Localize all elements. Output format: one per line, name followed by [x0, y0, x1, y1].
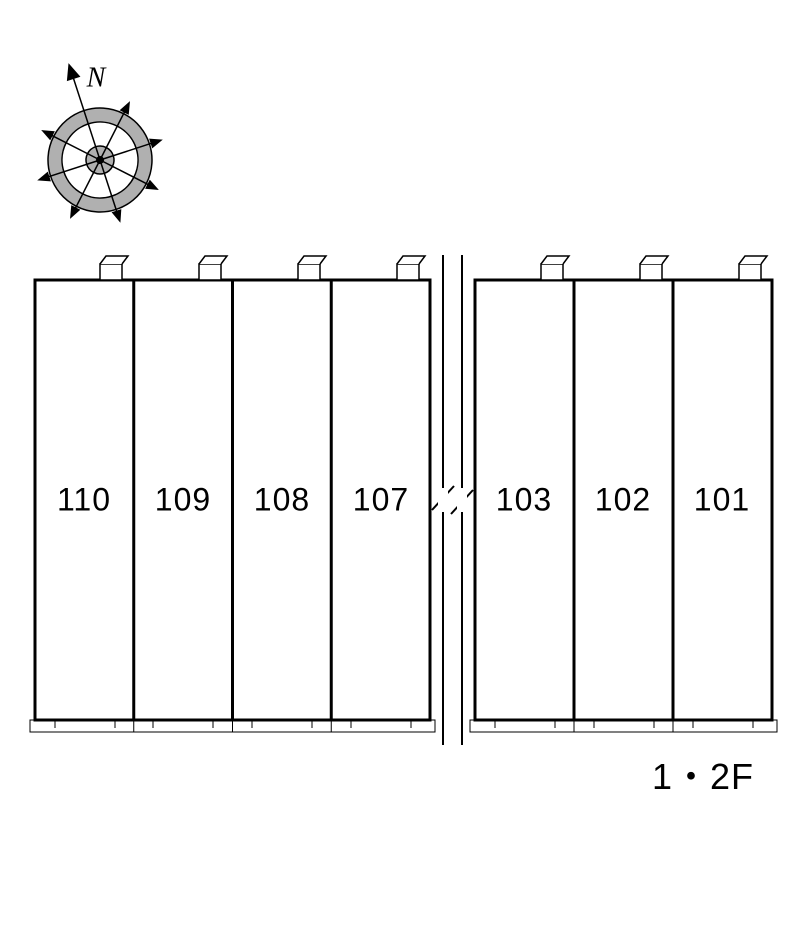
unit-label: 103	[496, 482, 552, 519]
unit-label: 109	[155, 482, 211, 519]
unit-label: 110	[57, 482, 111, 519]
unit-label: 107	[353, 482, 409, 519]
unit-label: 102	[595, 482, 651, 519]
unit-label: 108	[254, 482, 310, 519]
unit-label: 101	[694, 482, 750, 519]
floor-label: 1・2F	[652, 748, 754, 800]
floorplan-canvas: N	[0, 0, 800, 940]
